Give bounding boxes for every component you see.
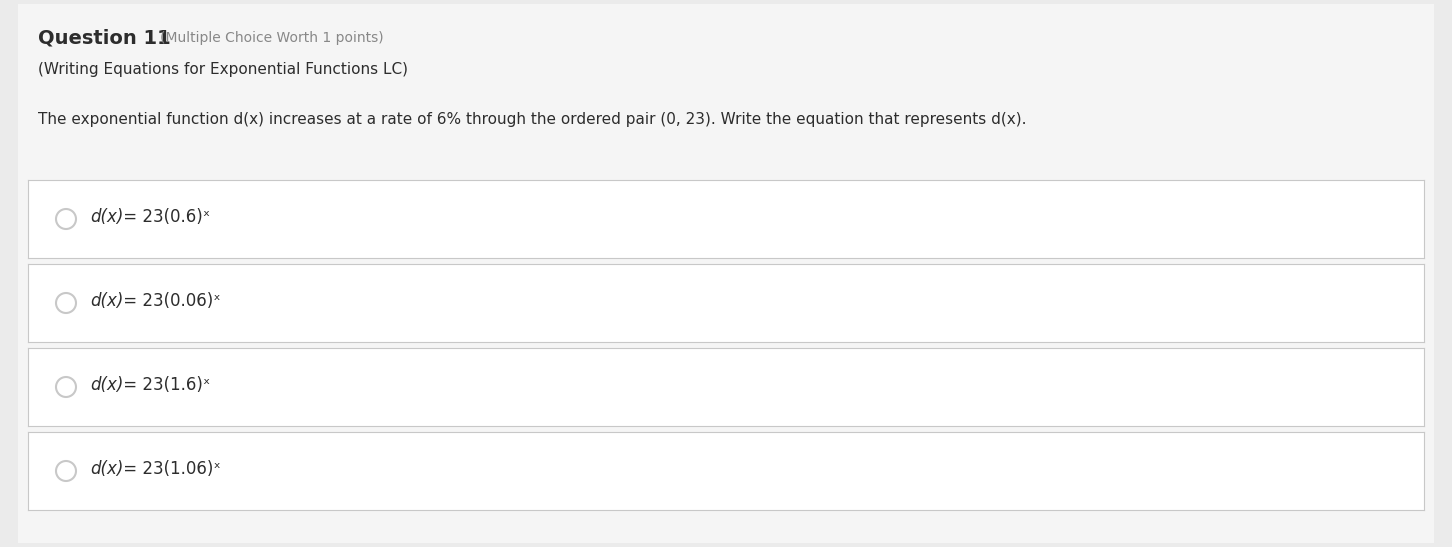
Text: = 23(1.06)ˣ: = 23(1.06)ˣ <box>118 460 221 478</box>
Text: = 23(0.6)ˣ: = 23(0.6)ˣ <box>118 208 211 226</box>
Text: d(x): d(x) <box>90 208 123 226</box>
Text: Question 11: Question 11 <box>38 28 171 47</box>
Text: d(x): d(x) <box>90 376 123 394</box>
Text: (Multiple Choice Worth 1 points): (Multiple Choice Worth 1 points) <box>160 31 383 45</box>
Text: The exponential function d(x) increases at a rate of 6% through the ordered pair: The exponential function d(x) increases … <box>38 112 1027 127</box>
Text: d(x): d(x) <box>90 460 123 478</box>
Text: (Writing Equations for Exponential Functions LC): (Writing Equations for Exponential Funct… <box>38 62 408 77</box>
Text: = 23(1.6)ˣ: = 23(1.6)ˣ <box>118 376 211 394</box>
Text: d(x): d(x) <box>90 292 123 310</box>
Text: = 23(0.06)ˣ: = 23(0.06)ˣ <box>118 292 221 310</box>
